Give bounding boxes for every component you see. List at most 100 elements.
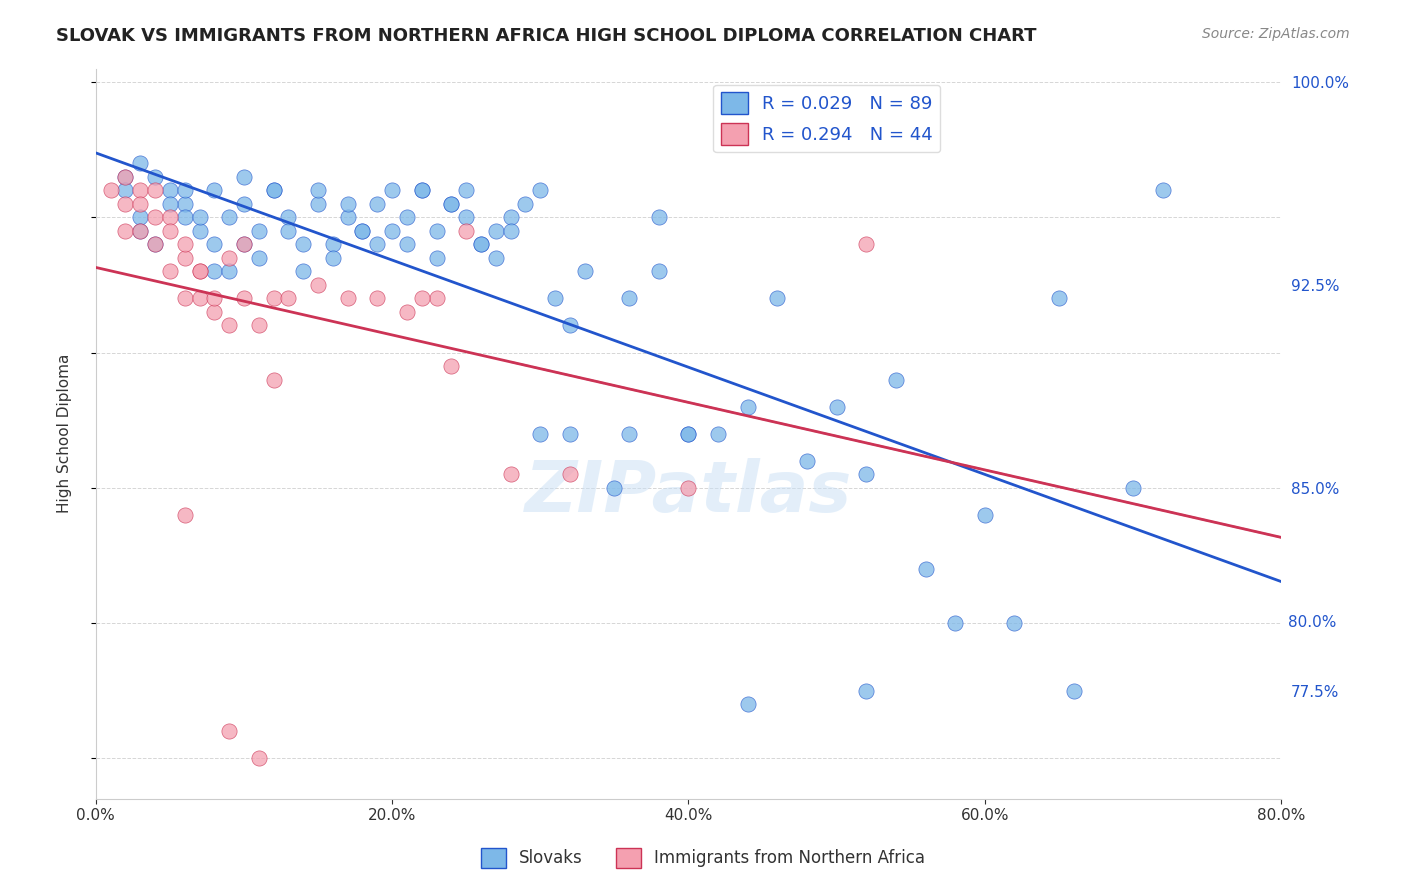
- Point: [544, 292, 567, 306]
- Point: [499, 467, 522, 482]
- Point: [129, 196, 152, 211]
- Point: [173, 251, 195, 265]
- Point: [100, 183, 122, 197]
- Point: [143, 237, 166, 252]
- Point: [218, 318, 240, 333]
- Point: [218, 264, 240, 278]
- Point: [292, 264, 315, 278]
- Point: [558, 426, 581, 441]
- Point: [1002, 615, 1025, 630]
- Point: [188, 264, 211, 278]
- Point: [456, 211, 478, 225]
- Point: [322, 251, 344, 265]
- Point: [855, 683, 877, 698]
- Point: [470, 237, 492, 252]
- Point: [247, 224, 270, 238]
- Point: [678, 481, 700, 495]
- Point: [218, 724, 240, 739]
- Point: [173, 196, 195, 211]
- Point: [159, 183, 181, 197]
- Point: [617, 292, 640, 306]
- Point: [247, 751, 270, 765]
- Point: [143, 211, 166, 225]
- Point: [322, 237, 344, 252]
- Point: [202, 264, 225, 278]
- Point: [440, 359, 463, 373]
- Point: [114, 169, 136, 184]
- Point: [263, 373, 285, 387]
- Point: [233, 196, 256, 211]
- Point: [173, 183, 195, 197]
- Point: [395, 237, 418, 252]
- Point: [796, 453, 818, 467]
- Point: [737, 697, 759, 711]
- Point: [129, 224, 152, 238]
- Point: [1047, 292, 1070, 306]
- Point: [263, 183, 285, 197]
- Point: [766, 292, 789, 306]
- Point: [499, 211, 522, 225]
- Point: [188, 264, 211, 278]
- Point: [1063, 683, 1085, 698]
- Point: [1122, 481, 1144, 495]
- Point: [173, 292, 195, 306]
- Text: SLOVAK VS IMMIGRANTS FROM NORTHERN AFRICA HIGH SCHOOL DIPLOMA CORRELATION CHART: SLOVAK VS IMMIGRANTS FROM NORTHERN AFRIC…: [56, 27, 1036, 45]
- Point: [218, 211, 240, 225]
- Y-axis label: High School Diploma: High School Diploma: [58, 354, 72, 513]
- Point: [352, 224, 374, 238]
- Point: [277, 292, 299, 306]
- Point: [426, 292, 449, 306]
- Point: [678, 426, 700, 441]
- Point: [247, 251, 270, 265]
- Point: [470, 237, 492, 252]
- Point: [617, 426, 640, 441]
- Point: [307, 196, 329, 211]
- Point: [202, 237, 225, 252]
- Point: [233, 237, 256, 252]
- Point: [456, 224, 478, 238]
- Point: [381, 224, 404, 238]
- Point: [159, 264, 181, 278]
- Point: [395, 305, 418, 319]
- Point: [648, 211, 671, 225]
- Point: [426, 251, 449, 265]
- Text: 80.0%: 80.0%: [1288, 615, 1337, 631]
- Point: [173, 237, 195, 252]
- Point: [188, 211, 211, 225]
- Text: Source: ZipAtlas.com: Source: ZipAtlas.com: [1202, 27, 1350, 41]
- Point: [173, 211, 195, 225]
- Point: [159, 196, 181, 211]
- Point: [336, 292, 359, 306]
- Point: [440, 196, 463, 211]
- Point: [855, 467, 877, 482]
- Point: [648, 264, 671, 278]
- Point: [426, 224, 449, 238]
- Point: [114, 196, 136, 211]
- Point: [825, 400, 848, 414]
- Legend: R = 0.029   N = 89, R = 0.294   N = 44: R = 0.029 N = 89, R = 0.294 N = 44: [713, 85, 941, 153]
- Point: [159, 224, 181, 238]
- Point: [366, 292, 388, 306]
- Point: [277, 224, 299, 238]
- Point: [202, 305, 225, 319]
- Point: [456, 183, 478, 197]
- Point: [485, 224, 508, 238]
- Point: [114, 224, 136, 238]
- Point: [381, 183, 404, 197]
- Point: [129, 183, 152, 197]
- Point: [737, 400, 759, 414]
- Point: [411, 183, 433, 197]
- Point: [218, 251, 240, 265]
- Point: [336, 211, 359, 225]
- Point: [558, 467, 581, 482]
- Point: [143, 169, 166, 184]
- Point: [678, 426, 700, 441]
- Point: [855, 237, 877, 252]
- Legend: Slovaks, Immigrants from Northern Africa: Slovaks, Immigrants from Northern Africa: [474, 841, 932, 875]
- Point: [366, 237, 388, 252]
- Point: [366, 196, 388, 211]
- Point: [247, 318, 270, 333]
- Point: [529, 183, 551, 197]
- Point: [485, 251, 508, 265]
- Point: [529, 426, 551, 441]
